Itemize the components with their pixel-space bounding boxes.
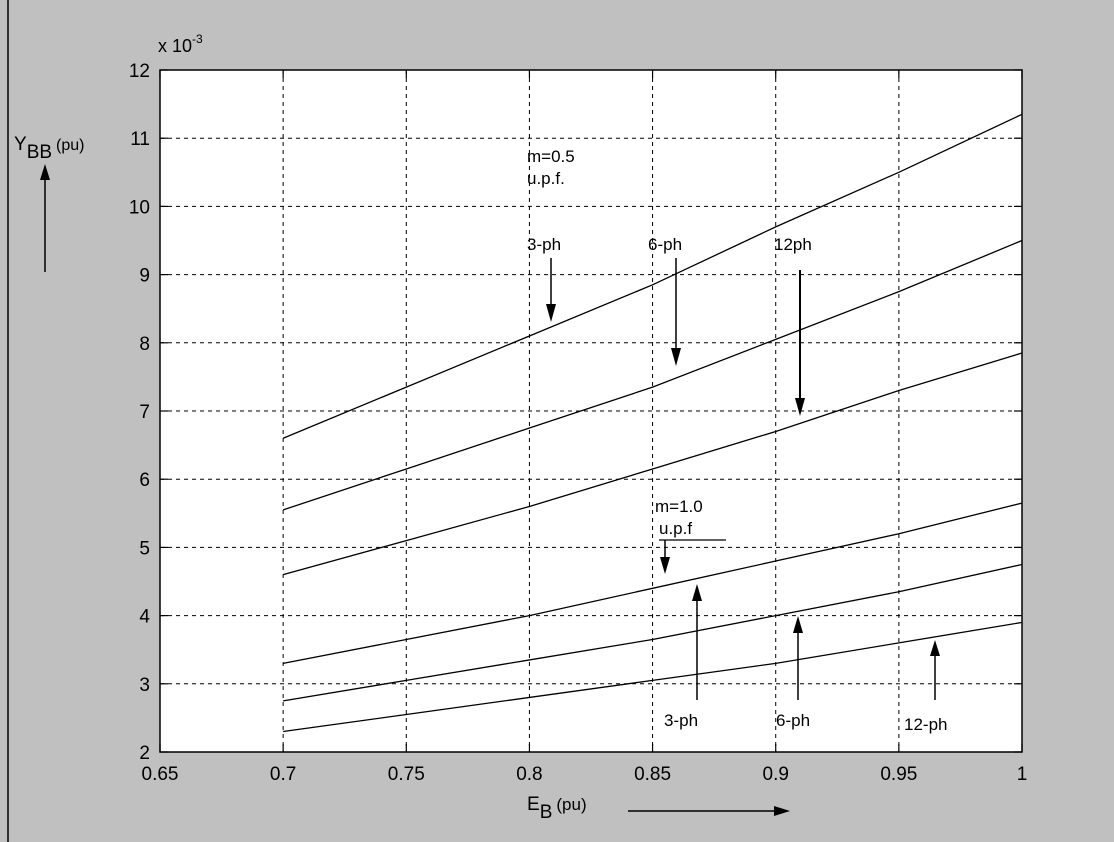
arrow-m10 [660, 540, 670, 574]
plot-area [159, 69, 1023, 753]
label-bottom-3ph: 3-ph [664, 711, 698, 730]
arrow-top-6ph [671, 258, 681, 366]
grid [159, 69, 1023, 753]
series-line-4 [283, 502, 1023, 664]
label-top-3ph: 3-ph [527, 235, 561, 254]
label-top-12ph: 12ph [774, 235, 812, 254]
y-tick-label: 10 [129, 197, 150, 218]
y-tick-label: 12 [129, 61, 150, 82]
x-tick-labels: 0.65 0.7 0.75 0.8 0.85 0.9 0.95 1 [142, 764, 1028, 785]
y-tick-label: 2 [139, 743, 150, 764]
y-tick-label: 11 [130, 129, 150, 150]
label-bottom-12ph: 12-ph [904, 715, 947, 734]
x-axis-label: EB (pu) [527, 794, 587, 823]
x-tick-label: 0.7 [270, 764, 296, 785]
arrow-top-3ph [546, 258, 556, 322]
y-axis-arrow [40, 164, 50, 272]
x-tick-label: 0.75 [388, 764, 425, 785]
arrow-bottom-6ph [793, 616, 803, 700]
y-tick-labels: 2 3 4 5 6 7 8 9 10 11 12 [129, 61, 151, 764]
x-tick-label: 0.8 [516, 764, 542, 785]
x-tick-label: 0.95 [880, 764, 917, 785]
x-tick-label: 0.85 [634, 764, 671, 785]
y-tick-label: 6 [139, 470, 150, 491]
annotation-upf-bottom: u.p.f [659, 519, 692, 538]
y-multiplier: x 10-3 [158, 32, 203, 56]
y-tick-label: 9 [139, 266, 150, 287]
series-line-2 [282, 239, 1023, 511]
y-tick-label: 3 [139, 675, 150, 696]
annotation-m10: m=1.0 [655, 497, 703, 516]
x-tick-label: 0.9 [763, 764, 789, 785]
y-tick-label: 7 [139, 402, 150, 423]
series-line-3 [282, 352, 1023, 576]
arrow-top-12ph [795, 270, 805, 416]
label-bottom-6ph: 6-ph [776, 711, 810, 730]
series-group [282, 113, 1023, 733]
annotation-m05: m=0.5 [527, 147, 575, 166]
y-tick-label: 8 [139, 334, 150, 355]
annotation-upf-top: u.p.f. [527, 169, 565, 188]
y-tick-label: 4 [139, 607, 150, 628]
series-line-5 [283, 563, 1023, 702]
y-axis-label: YBB (pu) [14, 134, 85, 163]
x-tick-label: 1 [1017, 764, 1028, 785]
arrow-bottom-12ph [930, 640, 940, 700]
x-tick-label: 0.65 [142, 764, 179, 785]
y-tick-label: 5 [139, 538, 150, 559]
x-axis-arrow [628, 806, 790, 816]
label-top-6ph: 6-ph [648, 235, 682, 254]
series-line-1 [282, 113, 1023, 439]
arrow-bottom-3ph [692, 584, 702, 700]
series-line-6 [283, 621, 1023, 733]
